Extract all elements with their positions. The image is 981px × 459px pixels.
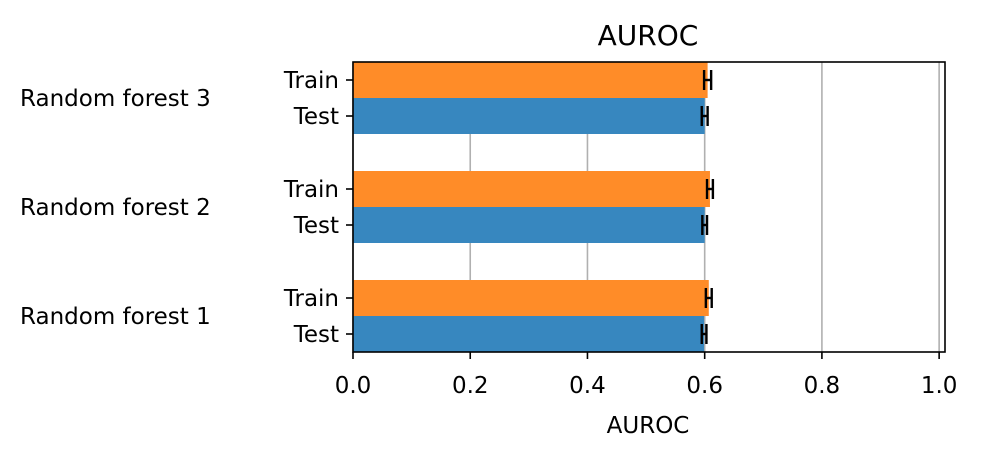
y-tick-label: Train bbox=[283, 68, 339, 94]
x-tick-label: 1.0 bbox=[921, 373, 958, 399]
error-bars bbox=[700, 70, 715, 344]
y-tick-label: Test bbox=[293, 213, 339, 239]
x-tick-label: 0.0 bbox=[335, 373, 372, 399]
bars bbox=[353, 62, 710, 352]
bar-test bbox=[353, 98, 705, 134]
y-ticks: Train Test Train Test Train Test bbox=[283, 68, 353, 348]
group-label: Random forest 1 bbox=[20, 304, 211, 330]
x-tick-label: 0.6 bbox=[686, 373, 723, 399]
bar-train bbox=[353, 62, 708, 98]
group-label: Random forest 3 bbox=[20, 86, 211, 112]
x-axis-label: AUROC bbox=[607, 413, 690, 439]
x-tick-label: 0.8 bbox=[804, 373, 841, 399]
bar-train bbox=[353, 171, 710, 207]
bar-test bbox=[353, 316, 705, 352]
bar-train bbox=[353, 280, 709, 316]
y-tick-label: Test bbox=[293, 322, 339, 348]
y-tick-label: Test bbox=[293, 104, 339, 130]
x-tick-label: 0.2 bbox=[452, 373, 489, 399]
chart-title: AUROC bbox=[598, 19, 699, 52]
bar-test bbox=[353, 207, 705, 243]
y-tick-label: Train bbox=[283, 177, 339, 203]
group-label: Random forest 2 bbox=[20, 195, 211, 221]
x-tick-label: 0.4 bbox=[569, 373, 606, 399]
x-ticks: 0.0 0.2 0.4 0.6 0.8 1.0 bbox=[335, 352, 958, 399]
plot-frame bbox=[352, 61, 946, 353]
group-labels: Random forest 3 Random forest 2 Random for… bbox=[20, 86, 211, 330]
y-tick-label: Train bbox=[283, 286, 339, 312]
